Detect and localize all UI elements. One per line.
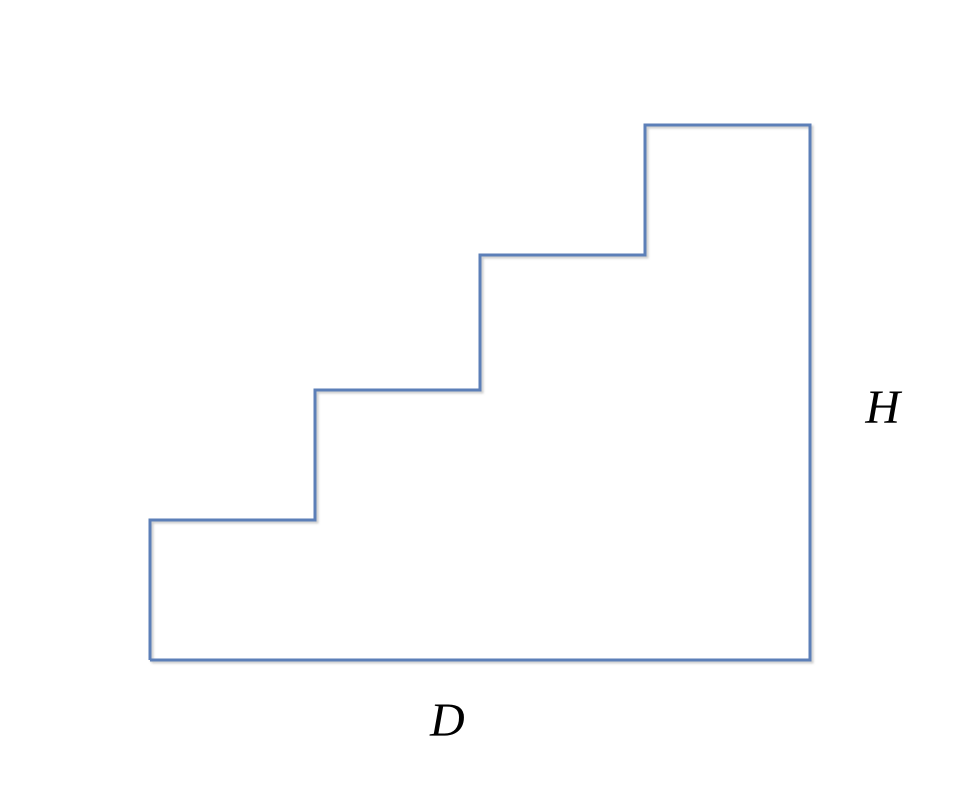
staircase-outline [150,125,810,660]
staircase-diagram: H D [0,0,980,808]
height-label: H [865,380,900,435]
staircase-svg [0,0,980,808]
depth-label: D [430,693,465,748]
